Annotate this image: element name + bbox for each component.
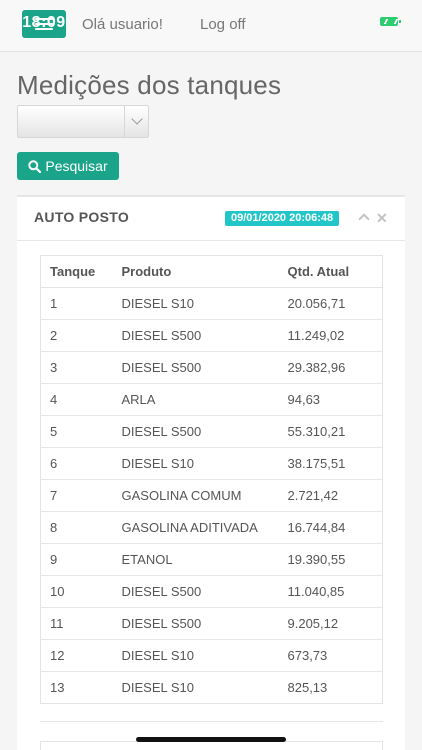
divider [40,721,383,722]
table-row: 1 DIESEL S10 20.056,71 [40,287,383,320]
table-row: 13 DIESEL S10 825,13 [40,671,383,704]
cell-tanque: 4 [40,383,113,416]
cell-qtd-atual: 94,63 [278,383,383,416]
table-row: 3 DIESEL S500 29.382,96 [40,351,383,384]
table-row: 12 DIESEL S10 673,73 [40,639,383,672]
cell-qtd-atual: 2.721,42 [278,479,383,512]
top-navbar: 18:09 Olá usuario! Log off [0,0,422,52]
cell-produto: DIESEL S10 [112,447,279,480]
cell-tanque: 10 [40,575,113,608]
cell-produto: ETANOL [112,543,279,576]
cell-produto: DIESEL S500 [112,319,279,352]
cell-produto: DIESEL S10 [112,287,279,320]
cell-produto: DIESEL S500 [112,415,279,448]
cell-tanque: 2 [40,319,113,352]
cell-tanque: 9 [40,543,113,576]
cell-qtd-atual: 9.205,12 [278,607,383,640]
cell-tanque: 5 [40,415,113,448]
cell-produto: DIESEL S500 [112,351,279,384]
cell-qtd-atual: 55.310,21 [278,415,383,448]
user-greeting: Olá usuario! [82,16,163,33]
date-badge: 09/01/2020 20:06:48 [225,211,340,226]
battery-icon [380,17,401,26]
cell-qtd-atual: 11.249,02 [278,319,383,352]
column-header-tanque: Tanque [40,255,113,288]
table-row: 2 DIESEL S500 11.249,02 [40,319,383,352]
cell-qtd-atual: 38.175,51 [278,447,383,480]
tank-table: Tanque Produto Qtd. Atual 1 DIESEL S10 20.… [40,255,383,704]
panel-header: AUTO POSTO 09/01/2020 20:06:48 ✕ [17,197,405,241]
next-panel-box [40,741,383,750]
close-icon[interactable]: ✕ [376,210,388,226]
hamburger-icon [35,18,53,33]
cell-tanque: 7 [40,479,113,512]
table-row: 9 ETANOL 19.390,55 [40,543,383,576]
cell-produto: ARLA [112,383,279,416]
cell-qtd-atual: 19.390,55 [278,543,383,576]
station-select[interactable] [17,105,149,138]
chevron-down-icon [131,113,143,125]
page-title: Medições dos tanques [17,70,282,100]
table-row: 4 ARLA 94,63 [40,383,383,416]
select-divider [124,106,125,137]
cell-qtd-atual: 20.056,71 [278,287,383,320]
cell-tanque: 13 [40,671,113,704]
station-panel: AUTO POSTO 09/01/2020 20:06:48 ✕ Tanque … [17,195,405,750]
cell-qtd-atual: 29.382,96 [278,351,383,384]
table-row: 5 DIESEL S500 55.310,21 [40,415,383,448]
menu-toggle-button[interactable]: 18:09 [22,10,66,38]
column-header-produto: Produto [112,255,279,288]
cell-tanque: 1 [40,287,113,320]
table-row: 11 DIESEL S500 9.205,12 [40,607,383,640]
status-time: 18:09 [22,14,66,31]
cell-produto: DIESEL S10 [112,671,279,704]
cell-tanque: 11 [40,607,113,640]
search-button-label: Pesquisar [45,158,108,174]
cell-produto: GASOLINA COMUM [112,479,279,512]
search-button[interactable]: Pesquisar [17,152,119,180]
cell-tanque: 12 [40,639,113,672]
cell-produto: GASOLINA ADITIVADA [112,511,279,544]
table-header-row: Tanque Produto Qtd. Atual [40,255,383,288]
chevron-up-icon[interactable] [358,213,370,225]
cell-qtd-atual: 673,73 [278,639,383,672]
table-row: 7 GASOLINA COMUM 2.721,42 [40,479,383,512]
cell-qtd-atual: 11.040,85 [278,575,383,608]
cell-qtd-atual: 825,13 [278,671,383,704]
column-header-qtd-atual: Qtd. Atual [278,255,383,288]
cell-tanque: 3 [40,351,113,384]
home-indicator [136,737,286,742]
cell-tanque: 6 [40,447,113,480]
logoff-link[interactable]: Log off [200,16,246,33]
cell-produto: DIESEL S500 [112,575,279,608]
table-row: 6 DIESEL S10 38.175,51 [40,447,383,480]
cell-produto: DIESEL S10 [112,639,279,672]
panel-title: AUTO POSTO [34,209,130,225]
cell-produto: DIESEL S500 [112,607,279,640]
tank-table-body: 1 DIESEL S10 20.056,71 2 DIESEL S500 11.249,0… [40,287,383,704]
table-row: 8 GASOLINA ADITIVADA 16.744,84 [40,511,383,544]
cell-tanque: 8 [40,511,113,544]
search-icon [28,159,42,173]
table-row: 10 DIESEL S500 11.040,85 [40,575,383,608]
cell-qtd-atual: 16.744,84 [278,511,383,544]
